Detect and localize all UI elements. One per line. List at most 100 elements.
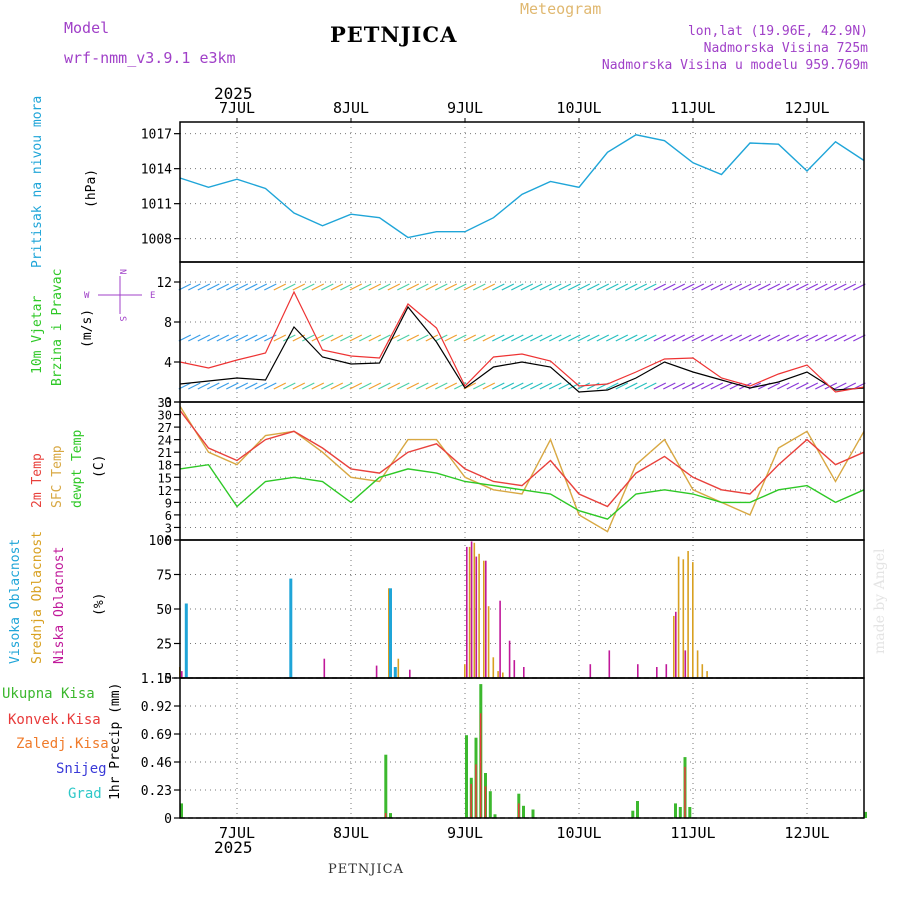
wind-arrow-1-69: [501, 334, 515, 342]
model-label: Model: [64, 19, 110, 37]
cloud-low-bar-16: [665, 664, 668, 678]
wind-arrow-0-131: [796, 283, 809, 291]
wind-arrow-0-85: [577, 283, 591, 291]
day-label-top-2: 9JUL: [447, 99, 483, 117]
wind-arrow-2-57: [444, 382, 458, 390]
wind-arrow-0-17: [254, 283, 268, 291]
wind-arrow-0-25: [292, 283, 306, 291]
wind-arrow-1-17: [254, 334, 268, 342]
wind-arrow-2-77: [539, 382, 553, 390]
wind-arrow-1-67: [492, 334, 505, 342]
ytick-label-clouds-4: 100: [149, 534, 172, 549]
wind-arrow-2-97: [634, 382, 648, 390]
cloud-mid-bar-3: [464, 664, 466, 678]
wind-arrow-0-117: [729, 283, 743, 291]
pressure-line: [179, 134, 865, 239]
wind-arrow-0-69: [501, 283, 515, 291]
wind-arrow-1-43: [378, 334, 391, 342]
wind-arrow-1-19: [264, 334, 277, 342]
wind-arrow-1-37: [349, 334, 363, 342]
day-label-top-3: 10JUL: [556, 99, 601, 117]
cloud-low-bar-5: [470, 541, 473, 678]
cloud-mid-bar-15: [687, 551, 689, 678]
wind-arrow-2-95: [625, 382, 638, 390]
wind-arrow-0-123: [758, 283, 771, 291]
wind-arrow-1-63: [473, 334, 486, 342]
wind-arrow-1-71: [511, 334, 524, 342]
wind-arrow-1-13: [235, 334, 249, 342]
model-elevation-label: Nadmorska Visina u modelu 959.769m: [601, 58, 868, 73]
wind-arrow-0-13: [235, 283, 249, 291]
wind-arrow-2-63: [473, 382, 486, 390]
wind-arrow-0-95: [625, 283, 638, 291]
cloud-mid-bar-17: [696, 650, 699, 678]
ytick-label-temperature-11: 33: [158, 396, 172, 410]
panel-frame-precip: [179, 677, 865, 819]
wind-arrow-2-99: [644, 382, 657, 390]
ytick-label-pressure-1: 1011: [141, 198, 172, 213]
wind-arrow-1-31: [321, 334, 334, 342]
precip-label-hail: Grad: [68, 786, 102, 802]
cloud-mid-bar-9: [492, 657, 495, 678]
year-top: 2025: [214, 84, 253, 103]
cloud-low-bar-12: [589, 664, 592, 678]
wind-arrow-1-23: [283, 334, 296, 342]
precip-conv-bar-4: [484, 786, 487, 818]
cloud-low-bar-17: [675, 611, 677, 678]
wind-arrow-0-33: [330, 283, 344, 291]
cloud-low-bar-18: [684, 650, 687, 678]
wind-arrow-2-113: [710, 382, 724, 390]
wind-arrow-1-125: [767, 334, 781, 342]
wind-arrow-2-127: [777, 382, 790, 390]
wind-arrow-0-81: [558, 283, 572, 291]
wind-arrow-2-5: [197, 382, 211, 390]
wind-arrow-0-97: [634, 283, 648, 291]
wind-arrow-0-101: [653, 283, 667, 291]
wind-arrow-1-133: [805, 334, 819, 342]
cloud-high-bar-1: [289, 578, 293, 678]
cloud-low-bar-4: [466, 546, 468, 678]
cloud-low-bar-10: [513, 660, 516, 678]
wind-arrow-1-131: [796, 334, 809, 342]
wind-arrow-0-107: [682, 283, 695, 291]
wind-arrow-1-107: [682, 334, 695, 342]
wind-arrow-0-129: [786, 283, 800, 291]
wind-arrow-2-105: [672, 382, 686, 390]
cloud-low-bar-13: [608, 650, 611, 678]
wind-arrow-2-65: [482, 382, 496, 390]
wind-arrow-2-103: [663, 382, 676, 390]
wind-arrow-2-53: [425, 382, 439, 390]
precip-total-bar-11: [522, 805, 525, 818]
wind-arrow-0-77: [539, 283, 553, 291]
ytick-label-temperature-0: 0: [165, 534, 172, 548]
wind-arrow-2-131: [796, 382, 809, 390]
wind-arrow-1-41: [368, 334, 382, 342]
product-title: Meteogram: [520, 0, 602, 18]
compass-rose: N S W E: [84, 269, 155, 321]
wind-arrow-0-99: [644, 283, 657, 291]
cloud-low-bar-8: [499, 600, 501, 678]
ytick-label-temperature-7: 21: [158, 446, 172, 460]
day-label-top-4: 11JUL: [670, 99, 715, 117]
wind-arrow-1-99: [644, 334, 657, 342]
ytick-label-clouds-3: 75: [156, 569, 172, 584]
wind-arrow-2-139: [834, 382, 847, 390]
wind-arrow-0-93: [615, 283, 629, 291]
ytick-label-temperature-5: 15: [158, 471, 172, 485]
ytick-label-temperature-4: 12: [158, 484, 172, 498]
sfc-temp-line: [179, 405, 865, 533]
wind-arrow-2-125: [767, 382, 781, 390]
cloud-mid-bar-14: [682, 559, 685, 678]
temp2m-line: [179, 409, 865, 508]
wind-arrow-1-101: [653, 334, 667, 342]
cloud-low-bar-14: [637, 664, 639, 678]
wind-arrow-1-73: [520, 334, 534, 342]
day-label-bottom-1: 8JUL: [333, 824, 369, 842]
wind-arrow-0-121: [748, 283, 762, 291]
wind-arrow-2-75: [530, 382, 543, 390]
wind-arrow-2-83: [568, 382, 581, 390]
wind-arrow-2-35: [340, 382, 353, 390]
cloud-mid-bar-6: [478, 553, 480, 678]
cloud-low-bar-7: [485, 560, 487, 678]
